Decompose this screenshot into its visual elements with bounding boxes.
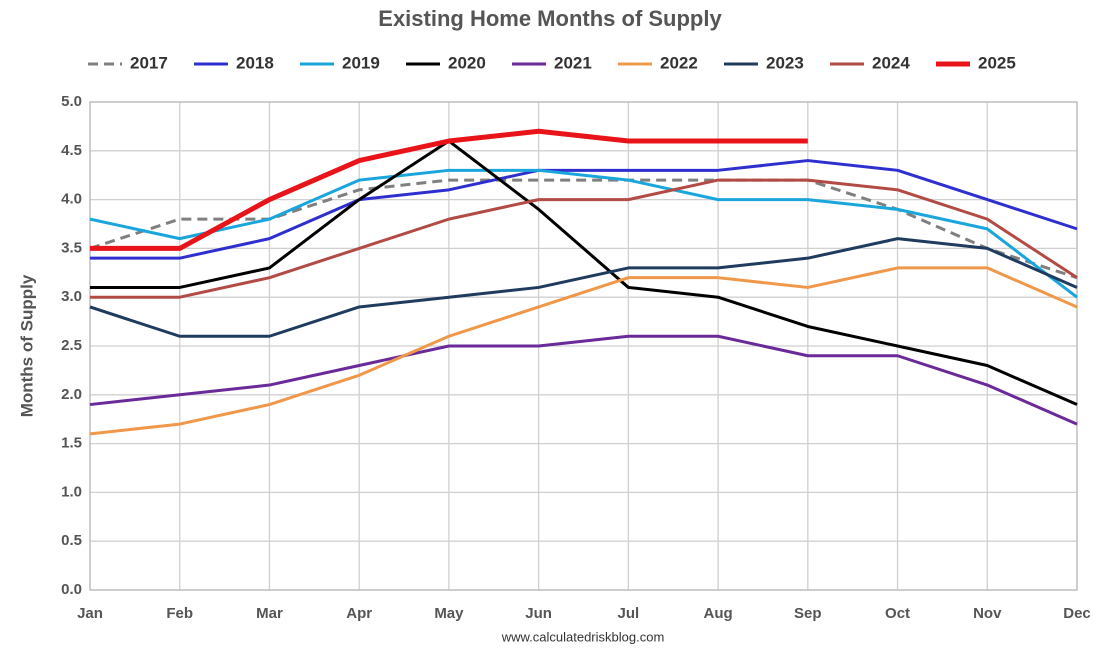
legend-label: 2024 (872, 53, 910, 72)
series-line (90, 159, 1078, 260)
y-tick-label: 2.5 (61, 337, 82, 354)
y-tick-label: 4.5 (61, 142, 82, 159)
x-tick-label: Jun (525, 605, 552, 622)
x-tick-label: Dec (1063, 605, 1091, 622)
y-tick-label: 0.0 (61, 581, 82, 598)
source: www.calculatedriskblog.com (501, 629, 665, 644)
legend-label: 2019 (342, 53, 380, 72)
x-tick-label: Apr (346, 605, 372, 622)
y-tick-label: 2.0 (61, 386, 82, 403)
x-tick-label: Nov (973, 605, 1002, 622)
y-tick-label: 1.5 (61, 435, 82, 452)
legend-label: 2017 (130, 53, 168, 72)
legend-label: 2021 (554, 53, 592, 72)
y-tick-label: 3.0 (61, 288, 82, 305)
legend-label: 2018 (236, 53, 274, 72)
x-tick-label: Jul (618, 605, 640, 622)
plot-border (89, 101, 1078, 591)
x-tick-label: Feb (166, 605, 193, 622)
series-line (90, 178, 1078, 299)
x-tick-label: May (434, 605, 464, 622)
y-tick-label: 3.5 (61, 239, 82, 256)
x-tick-label: Mar (256, 605, 283, 622)
series-line (89, 178, 1078, 280)
series-line (89, 168, 1078, 299)
series-line (90, 128, 808, 251)
legend-label: 2023 (766, 53, 804, 72)
legend-label: 2025 (978, 53, 1016, 72)
series-line (89, 237, 1078, 338)
x-tick-label: Jan (77, 605, 103, 622)
y-tick-label: 1.0 (61, 483, 82, 500)
y-tick-label: 4.0 (61, 191, 82, 208)
legend-label: 2020 (448, 53, 486, 72)
chart-title: Existing Home Months of Supply (378, 6, 722, 31)
legend-label: 2022 (660, 53, 698, 72)
y-tick-label: 0.5 (61, 532, 82, 549)
y-tick-label: 5.0 (61, 93, 82, 110)
x-tick-label: Oct (885, 605, 910, 622)
x-tick-label: Aug (704, 605, 733, 622)
series-line (89, 266, 1078, 436)
series-line (89, 334, 1078, 426)
x-tick-label: Sep (794, 605, 822, 622)
y-axis-label: Months of Supply (17, 274, 36, 417)
series-line (90, 139, 1078, 406)
